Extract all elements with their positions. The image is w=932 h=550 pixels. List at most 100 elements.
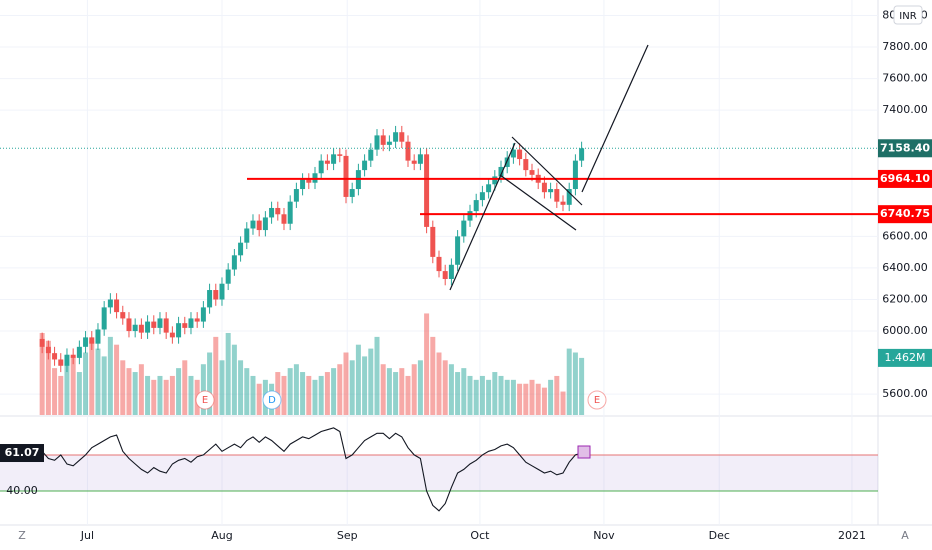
volume-bar bbox=[70, 356, 76, 415]
volume-bar bbox=[448, 364, 454, 415]
volume-bar bbox=[256, 383, 262, 415]
volume-bar bbox=[163, 379, 169, 415]
volume-bar bbox=[479, 375, 485, 415]
volume-bar bbox=[151, 379, 157, 415]
volume-bar bbox=[498, 375, 504, 415]
candle-body bbox=[157, 318, 163, 328]
currency-badge[interactable] bbox=[893, 5, 923, 25]
volume-bar bbox=[442, 360, 448, 415]
y-tick-label: 6400.00 bbox=[882, 261, 928, 274]
candle-body bbox=[182, 323, 188, 328]
volume-bar bbox=[560, 391, 566, 415]
volume-bar bbox=[380, 364, 386, 415]
volume-bar bbox=[126, 368, 132, 415]
candle-body bbox=[523, 159, 529, 171]
event-label[interactable]: D bbox=[268, 395, 276, 406]
volume-bar bbox=[45, 340, 51, 415]
volume-bar bbox=[417, 360, 423, 415]
candle-body bbox=[529, 170, 535, 175]
volume-bar bbox=[238, 360, 244, 415]
y-tick-label: 6200.00 bbox=[882, 292, 928, 305]
candle-body bbox=[486, 184, 492, 193]
event-label[interactable]: E bbox=[202, 395, 208, 406]
event-label[interactable]: E bbox=[594, 395, 600, 406]
volume-bar bbox=[405, 375, 411, 415]
event-marker bbox=[195, 390, 215, 410]
volume-bar bbox=[349, 360, 355, 415]
trend-line bbox=[499, 174, 577, 231]
volume-bar bbox=[523, 383, 529, 415]
volume-bar bbox=[510, 379, 516, 415]
candle-body bbox=[479, 192, 485, 201]
candle-body bbox=[498, 166, 504, 177]
candle-body bbox=[45, 346, 51, 354]
candle-body bbox=[492, 176, 498, 185]
volume-bar bbox=[213, 336, 219, 415]
candle-body bbox=[176, 323, 182, 338]
currency: INR bbox=[899, 11, 916, 22]
candle-body bbox=[262, 217, 268, 231]
candle-body bbox=[151, 321, 157, 328]
candle-body bbox=[473, 200, 479, 212]
drawings bbox=[449, 44, 649, 291]
trend-line bbox=[511, 136, 583, 206]
drawing-handle[interactable] bbox=[577, 445, 591, 459]
volume-label: 1.462M bbox=[885, 351, 926, 364]
axes: 5600.00 6000.00 6200.00 6400.00 6600.00 7400.… bbox=[0, 8, 932, 542]
candle-body bbox=[293, 189, 299, 202]
candle-body bbox=[461, 220, 467, 237]
candle-body bbox=[244, 228, 250, 243]
x-tick-label: Jul bbox=[80, 529, 94, 542]
candle-body bbox=[188, 318, 194, 328]
trend-line bbox=[449, 142, 516, 291]
volume bbox=[39, 313, 585, 415]
volume-bar bbox=[101, 356, 107, 415]
volume-bar bbox=[566, 348, 572, 415]
candle-body bbox=[393, 132, 399, 142]
candle-body bbox=[417, 154, 423, 164]
candle-body bbox=[380, 135, 386, 145]
x-tick-label: Sep bbox=[337, 529, 358, 542]
candle-body bbox=[101, 307, 107, 330]
volume-bar bbox=[355, 344, 361, 415]
candle-body bbox=[504, 157, 510, 167]
y-tick-label: 7400.00 bbox=[882, 103, 928, 116]
volume-bar bbox=[169, 375, 175, 415]
rsi-line bbox=[41, 427, 582, 512]
volume-bar bbox=[324, 372, 330, 415]
rsi-tick-label: 40.00 bbox=[6, 484, 38, 497]
candle-body bbox=[300, 179, 306, 190]
price-label: 7158.40 bbox=[880, 141, 930, 154]
rsi-pane bbox=[0, 427, 878, 512]
y-tick-label: 7800.00 bbox=[882, 40, 928, 53]
x-tick-label: Dec bbox=[709, 529, 730, 542]
volume-bar bbox=[572, 352, 578, 415]
volume-bar bbox=[343, 352, 349, 415]
timezone-button[interactable]: Z bbox=[18, 529, 26, 542]
candle-body bbox=[430, 226, 436, 257]
candles bbox=[39, 125, 585, 373]
candle-body bbox=[169, 332, 175, 338]
candle-body bbox=[219, 283, 225, 300]
volume-bar bbox=[504, 379, 510, 415]
candle-body bbox=[238, 242, 244, 256]
volume-bar bbox=[157, 375, 163, 415]
volume-bar bbox=[529, 379, 535, 415]
candle-body bbox=[541, 182, 547, 193]
volume-bar bbox=[138, 364, 144, 415]
volume-bar bbox=[89, 340, 95, 415]
candle-body bbox=[231, 255, 237, 270]
volume-bar bbox=[281, 375, 287, 415]
auto-scale-button[interactable]: A bbox=[901, 529, 909, 542]
candle-body bbox=[343, 155, 349, 197]
volume-bar bbox=[145, 375, 151, 415]
candle-body bbox=[467, 211, 473, 221]
volume-label-bg bbox=[878, 348, 932, 367]
candle-body bbox=[548, 189, 554, 193]
candle-body bbox=[207, 290, 213, 308]
candle-body bbox=[572, 160, 578, 190]
x-tick-label: Oct bbox=[470, 529, 490, 542]
candle-body bbox=[126, 318, 132, 332]
